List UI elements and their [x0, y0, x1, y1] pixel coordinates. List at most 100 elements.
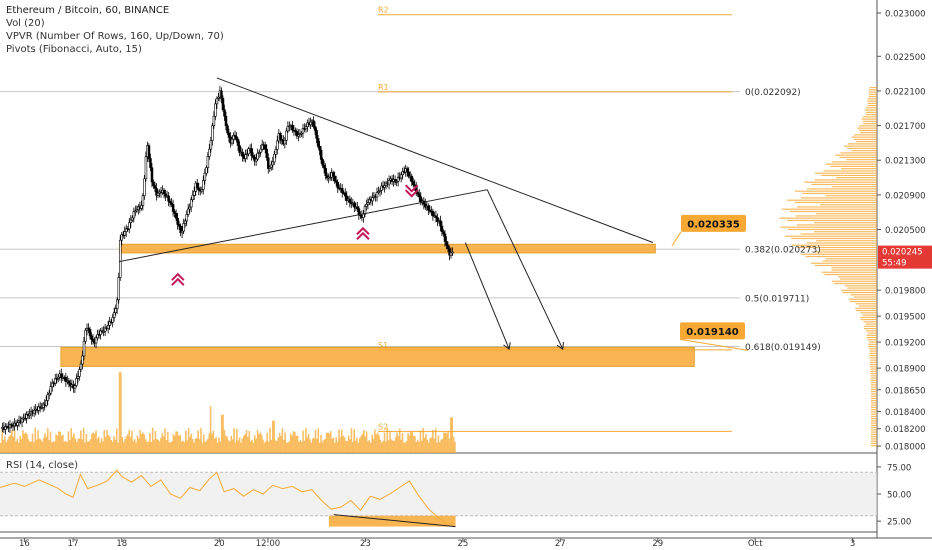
candle-body [322, 165, 326, 169]
candle-body [396, 176, 400, 182]
volume-bar [194, 438, 197, 453]
profile-bar [867, 339, 877, 341]
volume-bar [241, 438, 244, 453]
rsi-highlight [328, 515, 456, 527]
candle-body [141, 195, 145, 206]
volume-bar [302, 430, 304, 453]
chart-title[interactable]: Ethereum / Bitcoin, 60, BINANCE [6, 5, 170, 16]
profile-bar [820, 174, 877, 177]
indicator-vol[interactable]: Vol (20) [6, 18, 45, 29]
volume-bar [379, 439, 382, 453]
volume-bar [178, 435, 180, 453]
candle-body [226, 125, 229, 134]
volume-bar [454, 441, 456, 453]
candle-body [413, 184, 417, 187]
bullish-marker [171, 272, 185, 281]
volume-bar [164, 428, 166, 453]
profile-bar [868, 91, 877, 93]
volume-bar [367, 441, 369, 453]
candle-body [399, 174, 403, 179]
volume-bar [129, 436, 132, 453]
volume-bar [376, 432, 379, 453]
volume-bar [437, 435, 440, 453]
price-tick-label: 0.019200 [885, 339, 926, 349]
price-tick-label: 0.019800 [885, 287, 926, 297]
candle-body [401, 171, 404, 176]
volume-bar [398, 428, 401, 453]
volume-bar [19, 436, 21, 453]
volume-bar [204, 441, 206, 453]
price-tick-label: 0.023000 [885, 9, 926, 19]
volume-bar [191, 438, 194, 453]
profile-bar [851, 136, 877, 138]
time-tick-label: 20 [214, 539, 225, 549]
volume-bar [74, 438, 77, 453]
volume-bar [353, 429, 355, 453]
volume-bar [12, 436, 15, 453]
trendline [119, 189, 488, 263]
candle-body [114, 308, 117, 313]
volume-bar [200, 428, 202, 453]
candle-body [209, 140, 213, 150]
volume-bar [263, 442, 266, 453]
rsi-legend[interactable]: RSI (14, close) [6, 460, 79, 471]
candle-body [383, 185, 386, 188]
indicator-vpvr[interactable]: VPVR (Number Of Rows, 160, Up/Down, 70) [6, 31, 224, 42]
volume-bar [244, 434, 246, 453]
pivot-label: R2 [378, 6, 389, 15]
profile-bar [780, 226, 877, 228]
candle-body [205, 167, 208, 174]
volume-bar [26, 434, 28, 453]
candle-body [297, 134, 300, 137]
candle-body [57, 376, 60, 379]
volume-bar [1, 428, 3, 453]
candle-body [76, 376, 80, 379]
candle-body [276, 140, 279, 150]
volume-bar [223, 429, 226, 453]
rsi-tick-label: 25.00 [887, 518, 911, 528]
volume-bar [258, 434, 260, 453]
volume-bar [121, 436, 124, 453]
volume-bar [84, 442, 86, 453]
volume-bar [230, 435, 233, 453]
volume-bar [254, 435, 256, 453]
price-tick-label: 0.021300 [885, 157, 926, 167]
volume-bar [193, 442, 195, 453]
candle-body [449, 252, 453, 256]
volume-bar [438, 442, 441, 453]
candle-body [67, 380, 71, 384]
profile-bar [787, 228, 877, 231]
volume-bar [24, 432, 27, 453]
profile-bar [789, 210, 877, 213]
profile-bar [870, 411, 877, 413]
profile-bar [870, 422, 877, 424]
candle-body [434, 215, 438, 218]
volume-bar [343, 437, 346, 453]
volume-bar [95, 430, 97, 453]
indicator-pivots[interactable]: Pivots (Fibonacci, Auto, 15) [6, 44, 142, 55]
profile-bar [862, 116, 877, 118]
volume-bar [132, 441, 135, 453]
volume-bar [418, 441, 420, 453]
volume-bar [73, 433, 75, 453]
volume-bar [179, 435, 182, 453]
volume-bar [314, 430, 317, 453]
volume-bar [93, 433, 96, 453]
profile-bar [865, 323, 877, 325]
candle-body [220, 90, 223, 99]
pivot-label: R1 [378, 83, 389, 92]
profile-bar [853, 138, 877, 140]
volume-bar [171, 441, 173, 453]
volume-bar [146, 442, 148, 453]
support-zone [60, 346, 695, 367]
volume-bar [169, 442, 172, 453]
volume-bar [67, 431, 70, 453]
candle-body [48, 392, 51, 396]
volume-bar [27, 439, 30, 453]
volume-bar [183, 442, 186, 453]
candle-body [108, 321, 111, 326]
volume-bar [300, 441, 303, 453]
profile-bar [869, 87, 877, 89]
volume-bar [11, 429, 13, 453]
